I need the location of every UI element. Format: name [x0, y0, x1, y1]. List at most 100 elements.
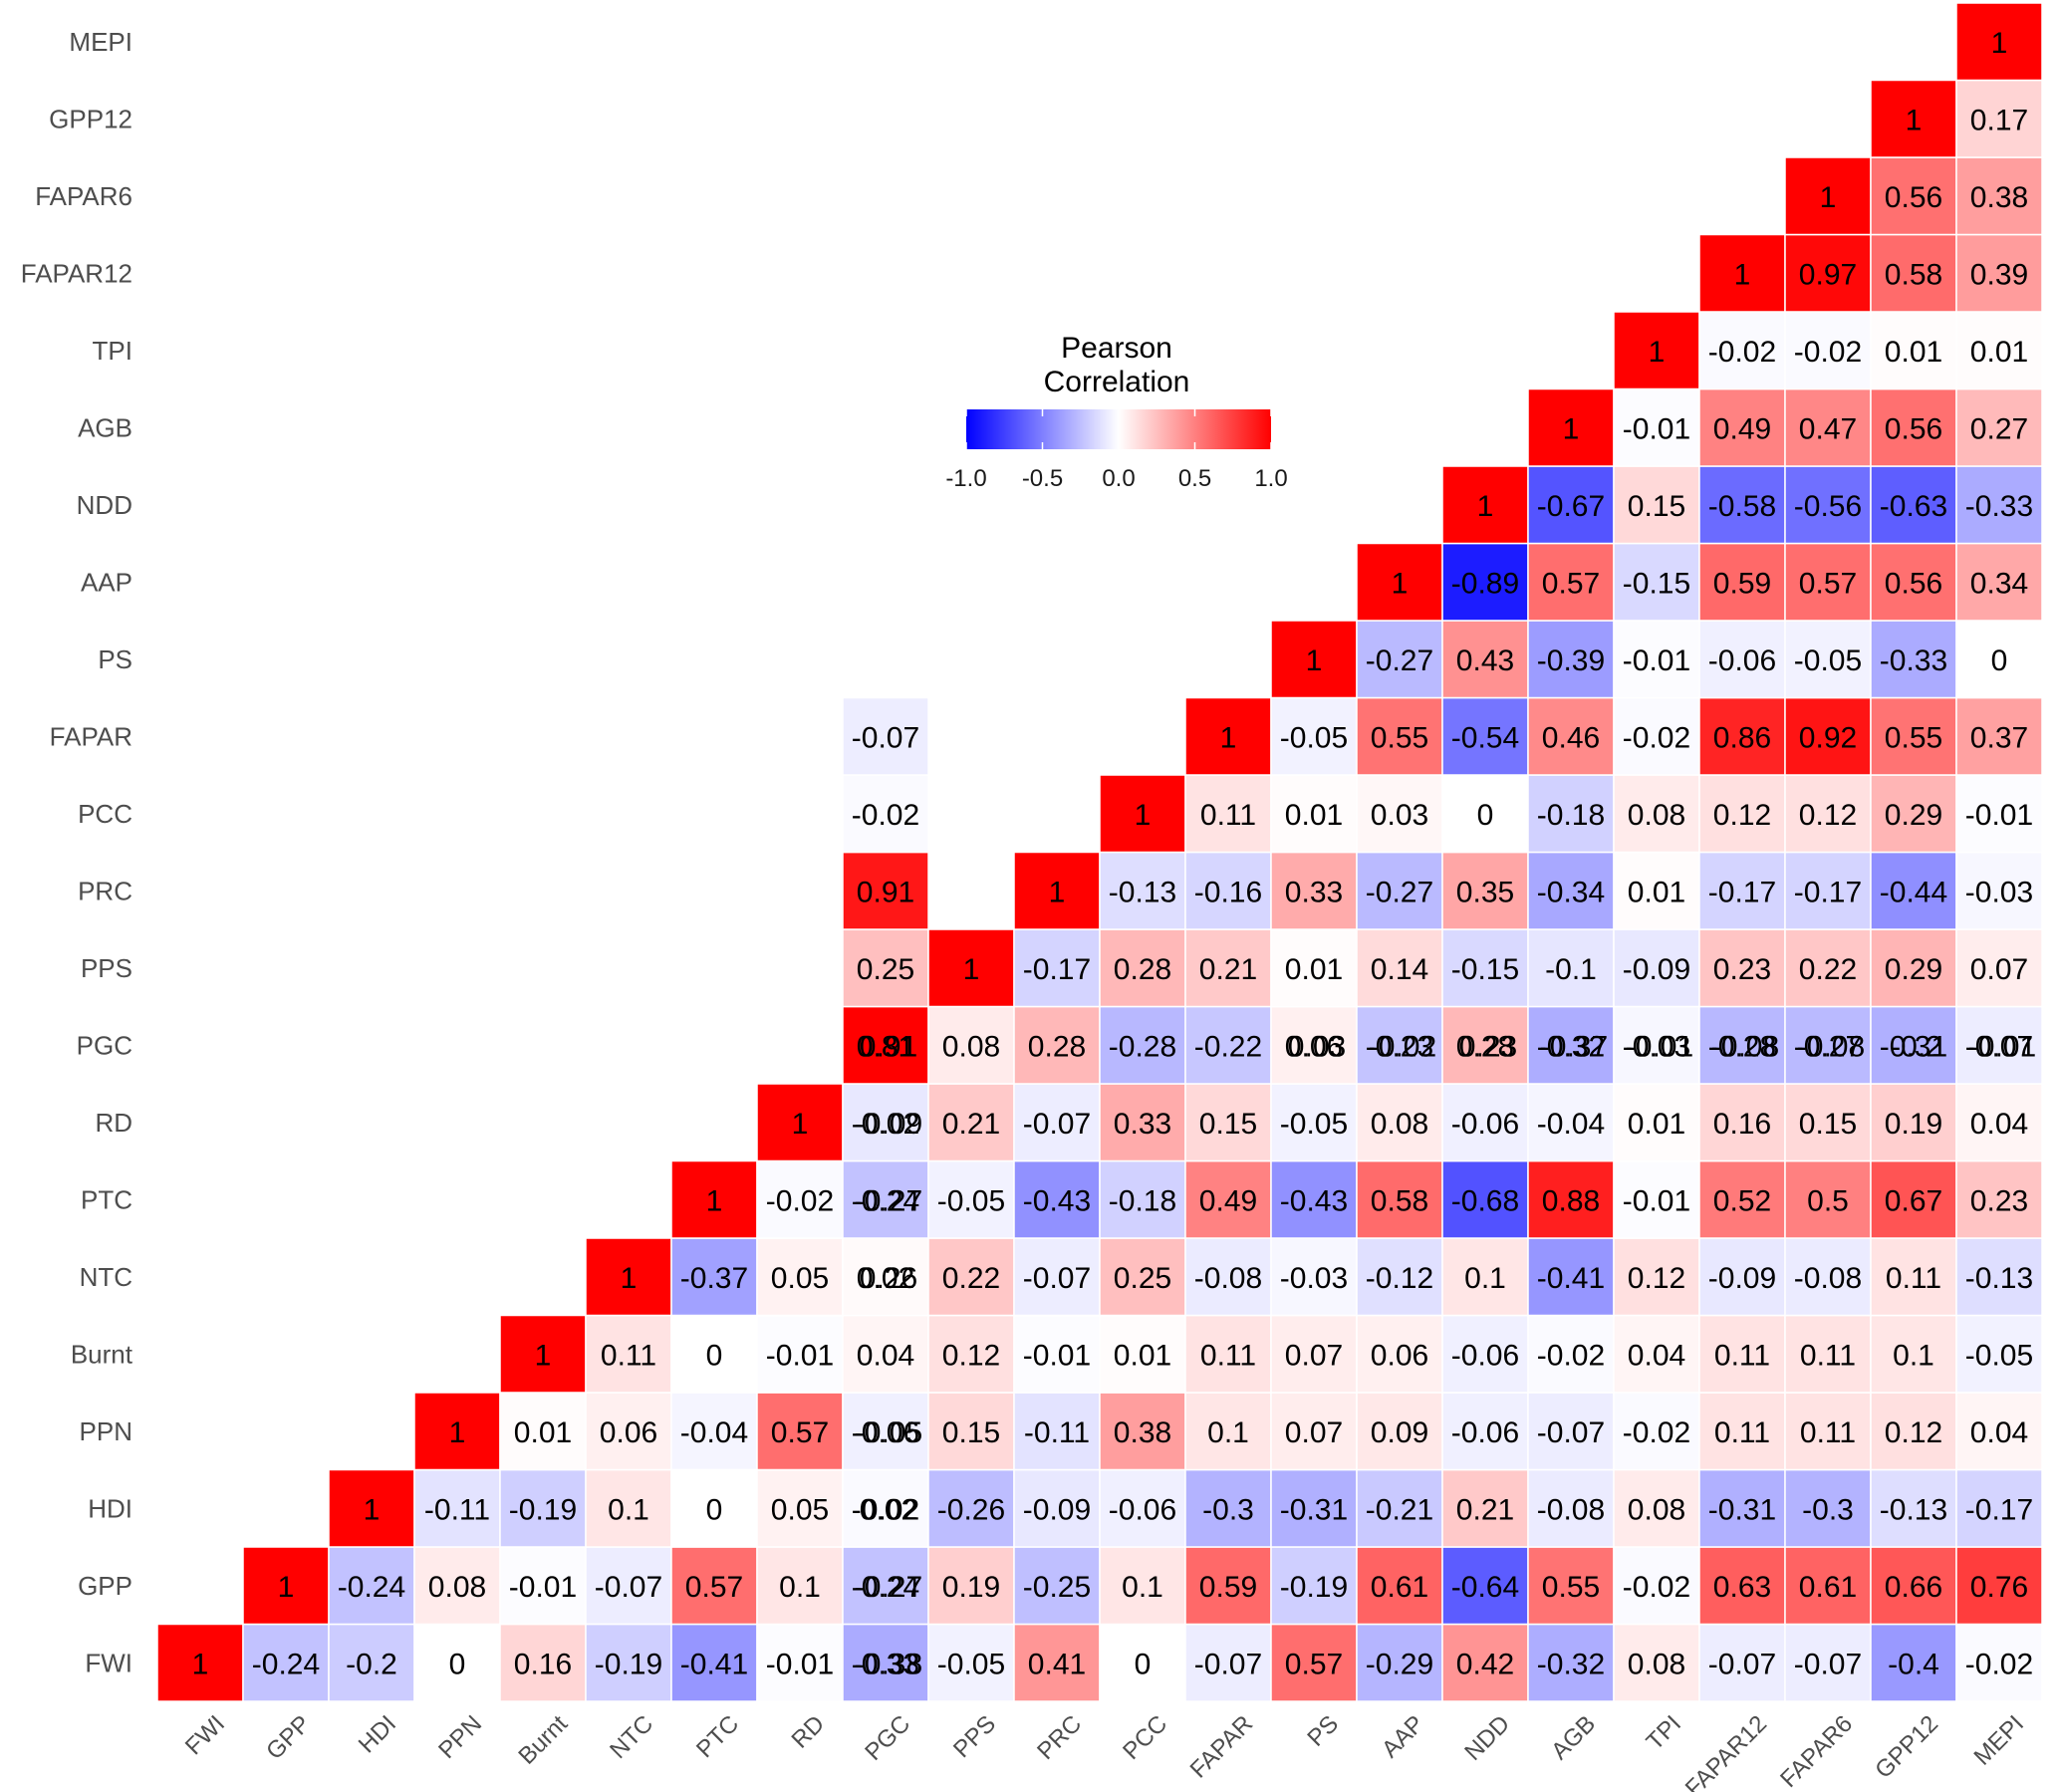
heatmap-cell-ps-mepi	[1955, 620, 2043, 699]
cell-value-gpp-fapar: 0.59	[1199, 1571, 1257, 1604]
heatmap-cell-hdi-rd	[756, 1468, 844, 1548]
cell-value-ntc-ntc: 1	[621, 1262, 638, 1295]
cell-value-prc-tpi: 0.01	[1628, 876, 1685, 908]
cell-value-pps-agb: -0.1	[1545, 953, 1597, 986]
cell-value-ptc-pps: -0.05	[937, 1184, 1005, 1217]
cell-value-gpp-gpp12: 0.66	[1885, 1571, 1942, 1604]
cell-value-ptc-fapar6: 0.5	[1807, 1184, 1849, 1217]
heatmap-cell-gpp-pps	[927, 1546, 1015, 1626]
heatmap-cell-hdi-tpi	[1613, 1468, 1700, 1548]
cell-value-fapar6-mepi: 0.38	[1970, 181, 2028, 214]
cell-value-ppn-prc: -0.11	[1024, 1416, 1090, 1449]
cell-value-ppn-mepi: 0.04	[1970, 1416, 2028, 1449]
cell-value-hdi-agb: -0.08	[1537, 1493, 1605, 1526]
cell-value-fapar12-gpp12: 0.58	[1885, 258, 1942, 291]
cell-value-fwi-gpp12: -0.4	[1888, 1648, 1939, 1680]
cell-value-ps-fapar12: -0.06	[1708, 644, 1776, 677]
cell-value-hdi-pcc: -0.06	[1109, 1493, 1176, 1526]
cell-value-gpp-gpp: 1	[278, 1571, 295, 1604]
cell-value-hdi-ptc: 0	[706, 1493, 723, 1526]
cell-value-fwi-aap: -0.29	[1366, 1648, 1433, 1680]
heatmap-cell-rd-agb	[1527, 1083, 1615, 1162]
heatmap-cell-prc-mepi	[1955, 851, 2043, 930]
cell-value-fapar-mepi: 0.37	[1970, 721, 2028, 754]
cell-value-rd-ndd: -0.06	[1451, 1108, 1519, 1141]
heatmap-cells: 1 -0.24 -0.2 0 0.16 -0.19 -0.41 -0.01 -0.33-0.38…	[156, 2, 2043, 1702]
cell-value-hdi-pgc: 0.02	[860, 1493, 917, 1526]
cell-value-pgc-gpp12: -0.2	[1891, 1030, 1942, 1063]
cell-value-prc-pcc: -0.13	[1109, 876, 1176, 908]
cell-value-ps-ndd: 0.43	[1456, 644, 1514, 677]
heatmap-cell-ppn-pps	[927, 1392, 1015, 1471]
cell-value-fwi-fapar12: -0.07	[1708, 1648, 1776, 1680]
heatmap-cell-pcc-tpi	[1613, 774, 1700, 854]
cell-value-ppn-pgc: -0.05	[855, 1416, 922, 1449]
cell-value-hdi-pgc: -0.02	[852, 1493, 919, 1526]
cell-value-pgc-aap: -0.02	[1369, 1030, 1436, 1063]
cell-value-tpi-fapar6: -0.02	[1794, 336, 1862, 369]
heatmap-cell-ndd-mepi	[1955, 465, 2043, 545]
cell-value-rd-fapar6: 0.15	[1799, 1108, 1857, 1141]
heatmap-cell-aap-fapar6	[1784, 542, 1872, 622]
y-tick-label-gpp: GPP	[78, 1571, 132, 1601]
heatmap-cell-fapar-pgc	[842, 696, 929, 776]
cell-value-gpp-hdi: -0.24	[338, 1571, 405, 1604]
cell-value-prc-fapar: -0.16	[1194, 876, 1262, 908]
cell-value-gpp-ndd: -0.64	[1451, 1571, 1519, 1604]
x-axis-labels: FWI GPP HDI PPN Burnt NTC PTC RD PGC PPS PRC PCC FAP…	[180, 1710, 2029, 1792]
cell-value-gpp-ntc: -0.07	[595, 1571, 662, 1604]
heatmap-cell-fwi-fapar12	[1698, 1623, 1786, 1702]
cell-value-pgc-agb: -0.37	[1540, 1030, 1608, 1063]
cell-value-pps-pps: 1	[963, 953, 980, 986]
heatmap-cell-gpp-rd	[756, 1546, 844, 1626]
cell-value-burnt-ps: 0.07	[1285, 1339, 1343, 1372]
heatmap-cell-fapar6-fapar6	[1784, 156, 1872, 236]
heatmap-cell-ntc-pps	[927, 1237, 1015, 1317]
cell-value-pgc-pgc: 0.91	[860, 1030, 917, 1063]
cell-value-fwi-agb: -0.32	[1537, 1648, 1605, 1680]
heatmap-cell-fwi-ndd	[1441, 1623, 1529, 1702]
heatmap-cell-fapar12-mepi	[1955, 233, 2043, 313]
cell-value-pps-aap: 0.14	[1371, 953, 1428, 986]
heatmap-cell-fapar12-gpp12	[1870, 233, 1957, 313]
cell-value-ps-fapar6: -0.05	[1794, 644, 1862, 677]
y-tick-label-fapar6: FAPAR6	[35, 181, 132, 211]
heatmap-cell-pps-pcc	[1099, 928, 1186, 1008]
y-tick-label-fapar12: FAPAR12	[21, 258, 132, 288]
heatmap-cell-fwi-ptc	[670, 1623, 758, 1702]
heatmap-cell-rd-prc	[1013, 1083, 1101, 1162]
heatmap-cell-ps-agb	[1527, 620, 1615, 699]
heatmap-cell-fapar12-fapar6	[1784, 233, 1872, 313]
x-tick-label-fwi: FWI	[180, 1710, 230, 1760]
cell-value-aap-aap: 1	[1392, 567, 1409, 600]
cell-value-aap-fapar6: 0.57	[1799, 567, 1857, 600]
heatmap-cell-pcc-agb	[1527, 774, 1615, 854]
heatmap-cell-ntc-fapar6	[1784, 1237, 1872, 1317]
heatmap-cell-ntc-fapar12	[1698, 1237, 1786, 1317]
cell-value-fwi-ntc: -0.19	[595, 1648, 662, 1680]
y-tick-label-pcc: PCC	[78, 799, 132, 829]
cell-value-pgc-aap: -0.23	[1366, 1030, 1433, 1063]
cell-value-fapar-fapar: 1	[1220, 721, 1237, 754]
heatmap-cell-prc-pcc	[1099, 851, 1186, 930]
cell-value-ntc-ptc: -0.37	[680, 1262, 748, 1295]
cell-value-burnt-prc: -0.01	[1023, 1339, 1091, 1372]
heatmap-cell-rd-aap	[1356, 1083, 1443, 1162]
x-tick-label-gpp12: GPP12	[1870, 1710, 1943, 1784]
heatmap-cell-fwi-gpp	[242, 1623, 330, 1702]
heatmap-cell-fwi-aap	[1356, 1623, 1443, 1702]
heatmap-cell-burnt-ps	[1270, 1314, 1358, 1394]
heatmap-cell-gpp-ps	[1270, 1546, 1358, 1626]
cell-value-ndd-fapar6: -0.56	[1794, 490, 1862, 523]
cell-value-gpp-prc: -0.25	[1023, 1571, 1091, 1604]
cell-value-pps-pcc: 0.28	[1114, 953, 1171, 986]
cell-value-pcc-fapar6: 0.12	[1799, 799, 1857, 832]
cell-value-pps-fapar: 0.21	[1199, 953, 1257, 986]
heatmap-cell-ppn-ndd	[1441, 1392, 1529, 1471]
heatmap-cell-fapar6-mepi	[1955, 156, 2043, 236]
cell-value-hdi-gpp12: -0.13	[1880, 1493, 1947, 1526]
heatmap-cell-ppn-agb	[1527, 1392, 1615, 1471]
heatmap-cell-pcc-mepi	[1955, 774, 2043, 854]
y-tick-label-burnt: Burnt	[71, 1339, 133, 1369]
cell-value-ntc-prc: -0.07	[1023, 1262, 1091, 1295]
